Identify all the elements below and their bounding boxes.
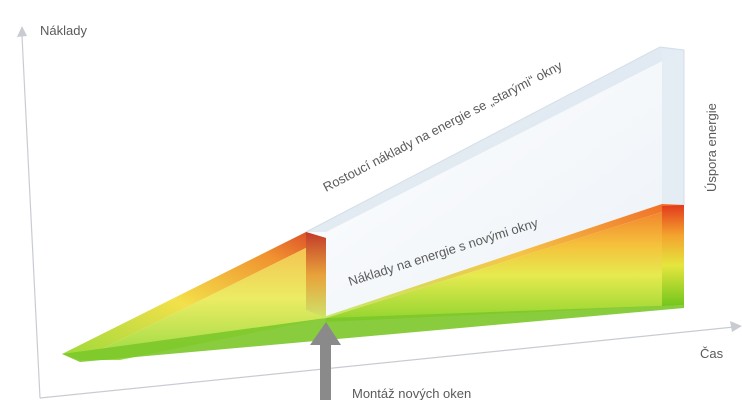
x-axis-label: Čas [700,346,724,361]
installation-arrow-icon [310,322,341,400]
savings-panel [305,46,685,316]
savings-label: Úspora energie [704,103,719,192]
installation-label: Montáž nových oken [352,386,471,400]
x-axis-arrow-icon [730,321,742,332]
y-axis [21,35,41,399]
axes [17,26,742,399]
y-axis-label: Náklady [40,23,87,38]
x-axis [39,326,735,399]
cost-wedge-after [62,204,684,362]
y-axis-arrow-icon [17,26,27,37]
